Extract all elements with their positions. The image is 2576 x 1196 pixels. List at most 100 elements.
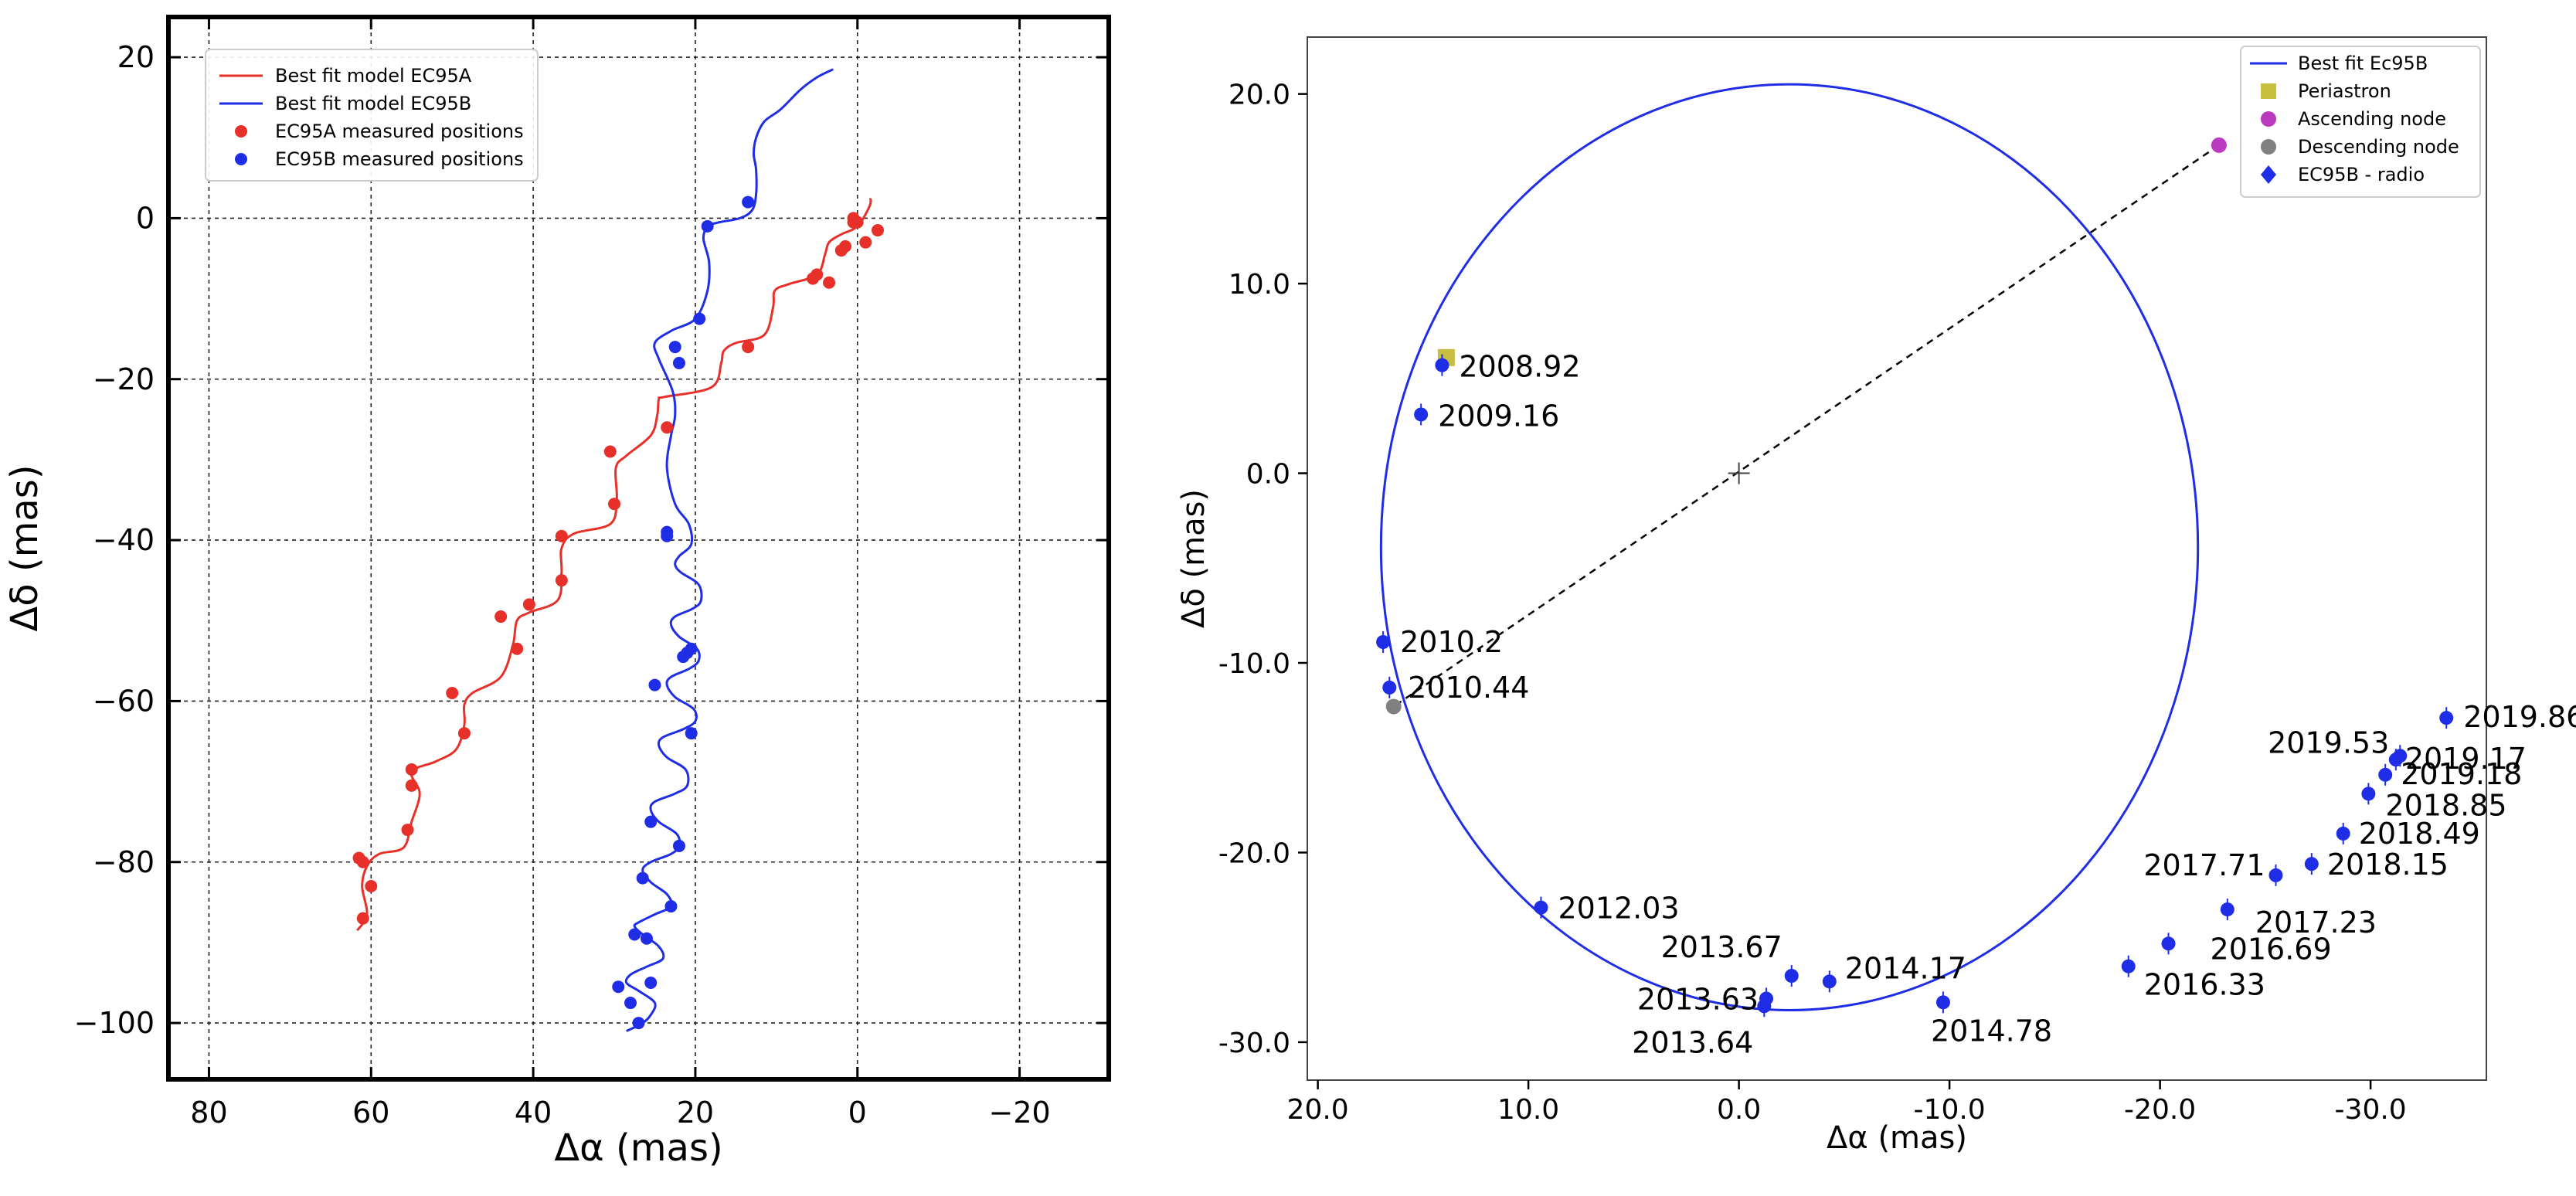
ascending-node-marker (2211, 137, 2227, 153)
measured-position (494, 610, 508, 623)
x-tick-label: 60 (352, 1096, 389, 1130)
epoch-label: 2019.86 (2463, 700, 2576, 734)
x-tick-label: 20 (677, 1096, 714, 1130)
legend-label: Best fit model EC95B (275, 93, 471, 114)
epoch-point (1822, 974, 1837, 989)
legend-label: EC95B measured positions (275, 148, 524, 170)
epoch-label: 2013.64 (1632, 1025, 1753, 1059)
measured-position (555, 529, 568, 542)
epoch-label: 2017.23 (2255, 905, 2377, 939)
y-tick-label: -10.0 (1218, 648, 1290, 680)
measured-position (632, 1017, 645, 1030)
legend-label: Ascending node (2298, 108, 2446, 130)
orbit-x-axis-label: Δα (mas) (1827, 1120, 1967, 1156)
epoch-point (1414, 407, 1429, 422)
x-tick-label: -30.0 (2335, 1094, 2407, 1126)
measured-position (859, 236, 872, 249)
epoch-point (2220, 902, 2234, 917)
epoch-point (1376, 635, 1391, 649)
x-tick-label: -20.0 (2124, 1094, 2196, 1126)
measured-position (672, 356, 685, 369)
orbit-y-axis-label: Δδ (mas) (1176, 489, 1212, 628)
x-tick-label: 80 (190, 1096, 227, 1130)
legend-square-swatch (2261, 83, 2276, 99)
epoch-label: 2010.44 (1408, 671, 1529, 705)
epoch-point (2268, 868, 2283, 882)
measured-position (405, 779, 418, 792)
epoch-point (1935, 995, 1950, 1010)
legend-marker-swatch (235, 125, 247, 138)
epoch-point (2161, 936, 2176, 951)
legend-label: Periastron (2298, 80, 2391, 102)
measured-position (352, 851, 365, 865)
orbit-plot-frame (1307, 36, 2487, 1081)
epoch-point (1784, 969, 1799, 983)
measured-position (668, 341, 681, 354)
measured-position (648, 678, 661, 691)
epoch-label: 2016.69 (2211, 932, 2332, 966)
measured-position (661, 421, 674, 434)
x-tick-label: 0 (848, 1096, 867, 1130)
line-of-nodes (1393, 144, 2220, 708)
y-tick-label: 20.0 (1229, 80, 1290, 111)
measured-position (664, 900, 678, 913)
epoch-point (1757, 999, 1772, 1014)
epoch-label: 2013.63 (1637, 982, 1759, 1016)
epoch-label: 2009.16 (1438, 399, 1559, 433)
measured-position (823, 276, 836, 289)
epoch-label: 2010.2 (1400, 625, 1503, 659)
epoch-point (1435, 358, 1449, 372)
measured-position (365, 880, 378, 892)
trajectory-ticks: 80 60 40 20 0 −20 20 0 −20 −40 −60 −80 −100 (74, 17, 1109, 1130)
epoch-label: 2014.78 (1931, 1014, 2052, 1048)
y-tick-label: −80 (93, 845, 155, 879)
y-tick-label: −100 (74, 1006, 155, 1040)
y-tick-label: 20 (117, 40, 155, 74)
measured-position (636, 872, 649, 885)
measured-position (401, 824, 414, 837)
measured-position (603, 445, 617, 458)
measured-position (839, 240, 852, 253)
trajectory-points (352, 195, 884, 1030)
descending-node-marker (1385, 698, 1402, 715)
legend-marker-swatch (235, 153, 247, 165)
epoch-point (2361, 787, 2376, 801)
measured-position (457, 727, 471, 740)
measured-position (742, 195, 755, 209)
legend-diamond-swatch (2261, 165, 2276, 184)
measured-position (640, 932, 653, 945)
measured-position (511, 642, 524, 655)
trajectory-plot-frame (166, 15, 1111, 1082)
x-tick-label: 10.0 (1497, 1094, 1559, 1126)
epoch-label: 2014.17 (1845, 951, 1966, 985)
trajectory-x-axis-label: Δα (mas) (554, 1126, 722, 1170)
y-tick-label: 0.0 (1246, 459, 1290, 491)
orbit-legend: Best fit Ec95B Periastron Ascending node De… (2240, 46, 2481, 198)
measured-position (742, 341, 755, 354)
measured-position (807, 272, 820, 285)
orbit-center-marker (1728, 462, 1750, 484)
orbit-epoch-points: 2008.92 2009.16 2010.2 2010.44 2012.03 2013.6… (1376, 350, 2576, 1059)
x-tick-label: 40 (515, 1096, 552, 1130)
trajectory-panel: 80 60 40 20 0 −20 20 0 −20 −40 −60 −80 −100 Δα (mas)… (3, 15, 1111, 1170)
measured-position (644, 977, 658, 989)
measured-position (644, 815, 658, 828)
epoch-point (2439, 711, 2454, 725)
measured-position (693, 312, 706, 325)
legend-box (205, 49, 539, 182)
legend-label: Best fit Ec95B (2298, 53, 2428, 74)
orbit-ticks: 20.0 10.0 0.0 -10.0 -20.0 -30.0 20.0 10.0 0.0 -10… (1218, 80, 2407, 1126)
measured-position (677, 651, 690, 664)
epoch-label: 2017.71 (2143, 848, 2265, 882)
epoch-point (1534, 900, 1548, 915)
legend-box (2240, 46, 2481, 198)
epoch-label: 2018.49 (2359, 817, 2480, 851)
y-tick-label: −20 (93, 362, 155, 396)
measured-position (701, 219, 714, 233)
epoch-point (2121, 959, 2136, 973)
legend-label: EC95A measured positions (275, 121, 524, 142)
measured-position (522, 598, 535, 611)
epoch-point (2378, 767, 2393, 782)
epoch-label: 2013.67 (1661, 930, 1782, 964)
measured-position (847, 212, 860, 225)
